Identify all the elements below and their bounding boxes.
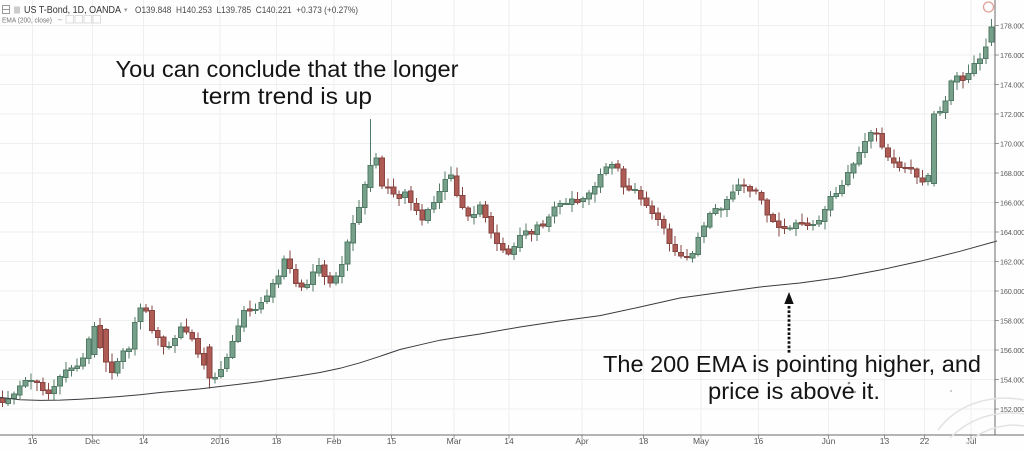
- svg-text:US T-Bond, 1D, OANDA: US T-Bond, 1D, OANDA: [24, 5, 121, 16]
- svg-text:170.000: 170.000: [1000, 139, 1024, 148]
- svg-text:160.000: 160.000: [1000, 287, 1024, 296]
- svg-text:▾: ▾: [124, 7, 128, 14]
- svg-text:You can conclude that the long: You can conclude that the longer: [116, 56, 459, 82]
- svg-text:22: 22: [920, 436, 930, 446]
- svg-text:14: 14: [504, 436, 514, 446]
- svg-text:14: 14: [139, 436, 149, 446]
- svg-text:∼: ∼: [57, 17, 63, 24]
- svg-text:Jun: Jun: [822, 436, 836, 446]
- svg-text:term trend is up: term trend is up: [202, 83, 372, 109]
- svg-text:152.000: 152.000: [1000, 405, 1024, 414]
- svg-text:178.000: 178.000: [1000, 21, 1024, 30]
- svg-text:158.000: 158.000: [1000, 316, 1024, 325]
- svg-text:172.000: 172.000: [1000, 110, 1024, 119]
- svg-text:Feb: Feb: [327, 436, 342, 446]
- svg-text:176.000: 176.000: [1000, 51, 1024, 60]
- svg-text:162.000: 162.000: [1000, 257, 1024, 266]
- svg-text:Mar: Mar: [447, 436, 462, 446]
- svg-text:2016: 2016: [211, 436, 230, 446]
- svg-text:The 200 EMA is pointing higher: The 200 EMA is pointing higher, and: [603, 351, 981, 377]
- svg-text:156.000: 156.000: [1000, 346, 1024, 355]
- svg-text:15: 15: [387, 436, 397, 446]
- svg-text:price is above it.: price is above it.: [708, 378, 880, 404]
- svg-text:18: 18: [639, 436, 649, 446]
- svg-text:174.000: 174.000: [1000, 80, 1024, 89]
- svg-text:18: 18: [272, 436, 282, 446]
- svg-text:O139.848 H140.253 L139.785: O139.848 H140.253 L139.785 C140.221 +0.3…: [135, 5, 358, 15]
- svg-text:Apr: Apr: [575, 436, 588, 446]
- svg-text:166.000: 166.000: [1000, 198, 1024, 207]
- svg-text:168.000: 168.000: [1000, 169, 1024, 178]
- svg-text:16: 16: [754, 436, 764, 446]
- svg-text:154.000: 154.000: [1000, 375, 1024, 384]
- svg-text:Jul: Jul: [966, 436, 977, 446]
- svg-text:EMA (200, close): EMA (200, close): [2, 16, 52, 25]
- svg-text:Dec: Dec: [85, 436, 101, 446]
- svg-text:16: 16: [28, 436, 38, 446]
- svg-text:May: May: [693, 436, 710, 446]
- svg-text:164.000: 164.000: [1000, 228, 1024, 237]
- svg-text:13: 13: [880, 436, 890, 446]
